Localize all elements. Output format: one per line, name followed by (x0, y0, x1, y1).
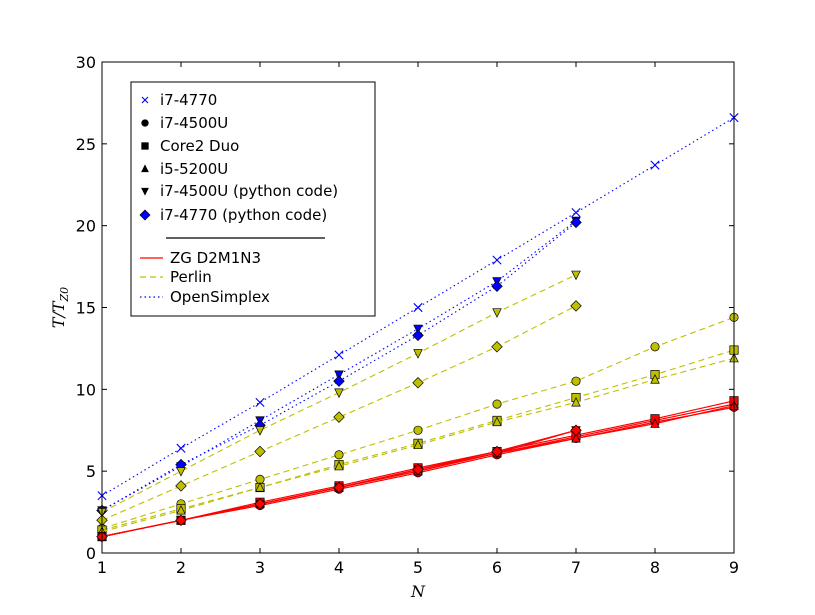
data-point (334, 450, 344, 460)
data-point (412, 377, 424, 389)
x-tick-label: 9 (729, 558, 739, 577)
data-point (334, 388, 344, 399)
data-point (650, 418, 660, 428)
data-point (176, 467, 186, 477)
data-point (412, 463, 424, 476)
legend-marker-square (141, 142, 149, 150)
data-point (413, 439, 423, 450)
x-tick-label: 7 (571, 558, 581, 577)
x-tick-label: 8 (650, 558, 660, 577)
y-tick-label: 15 (76, 299, 96, 318)
y-tick-label: 5 (86, 462, 96, 481)
data-point (334, 460, 344, 471)
legend-label: i7-4500U (python code) (160, 182, 338, 200)
data-point (413, 349, 423, 359)
data-point (254, 498, 266, 510)
legend-label: OpenSimplex (170, 288, 270, 306)
x-tick-label: 1 (97, 558, 107, 577)
data-point (333, 411, 345, 423)
series-perlin-i7-4500u-python-code- (97, 270, 581, 518)
data-point (491, 341, 503, 353)
data-point (650, 160, 660, 170)
data-point (570, 424, 582, 436)
legend-marker-circle (141, 119, 149, 127)
legend-label: Perlin (170, 268, 212, 286)
data-point (492, 416, 502, 427)
legend-marker-triangle-up (141, 164, 149, 173)
series-opensimplex-i7-4770 (97, 113, 739, 501)
legend-label: i7-4500U (160, 114, 228, 132)
data-point (492, 308, 502, 318)
data-point (254, 445, 266, 458)
y-tick-label: 25 (76, 135, 96, 154)
x-tick-label: 4 (334, 558, 344, 577)
legend: i7-4770 i7-4500U Core2 Duo i5-5200U i7-4500U… (130, 81, 376, 317)
y-tick-label: 0 (86, 544, 96, 563)
legend-marker-triangle-down (141, 187, 149, 196)
y-axis-label: T/TZ0 (49, 287, 71, 328)
data-point (413, 302, 423, 313)
data-point (492, 255, 502, 265)
y-tick-label: 10 (76, 380, 96, 399)
data-point (176, 443, 186, 453)
data-point (334, 350, 344, 360)
x-axis-label: N (410, 582, 426, 601)
legend-label: i5-5200U (160, 160, 228, 178)
legend-marker-x (141, 96, 149, 104)
legend-box (130, 81, 376, 317)
x-tick-label: 5 (413, 558, 423, 577)
series-zg-d2m1n3-i7-4770-python-code- (96, 424, 582, 543)
data-point (255, 397, 265, 408)
x-tick-label: 3 (255, 558, 265, 577)
data-point (333, 481, 345, 494)
data-point (570, 300, 582, 312)
data-point (571, 207, 581, 218)
data-point (412, 329, 424, 342)
data-point (255, 482, 265, 492)
series-perlin-i7-4770-python-code- (96, 300, 582, 527)
y-tick-label: 30 (76, 53, 96, 72)
data-point (571, 376, 581, 386)
data-point (175, 514, 187, 527)
data-point (491, 445, 503, 458)
x-tick-label: 6 (492, 558, 502, 577)
data-point (333, 375, 345, 387)
tick-labels: 1 2 3 4 5 6 7 8 9 0 5 10 15 20 25 30 (76, 53, 739, 577)
data-point (571, 396, 581, 407)
legend-label: i7-4770 (python code) (160, 206, 327, 224)
y-axis-label-subscript: Z0 (58, 287, 71, 303)
data-point (570, 216, 582, 229)
data-point (650, 342, 660, 352)
series-line (101, 316, 735, 530)
data-point (176, 504, 186, 515)
y-tick-label: 20 (76, 217, 96, 236)
x-tick-label: 2 (176, 558, 186, 577)
data-point (413, 425, 423, 435)
data-point (571, 432, 581, 443)
data-point (650, 374, 660, 384)
series-line (101, 117, 735, 497)
axis-ticks (101, 61, 735, 554)
data-point (175, 480, 187, 492)
legend-label: Core2 Duo (160, 137, 239, 155)
data-point (334, 370, 344, 381)
legend-marker-diamond (139, 209, 151, 221)
data-point (491, 280, 503, 292)
legend-label: ZG D2M1N3 (170, 249, 261, 267)
legend-label: i7-4770 (160, 91, 217, 109)
series-layer (96, 113, 739, 543)
data-point (255, 426, 265, 436)
data-point (571, 270, 581, 281)
y-axis-label-main: T/T (49, 300, 68, 328)
data-point (413, 324, 423, 335)
data-point (492, 399, 502, 409)
